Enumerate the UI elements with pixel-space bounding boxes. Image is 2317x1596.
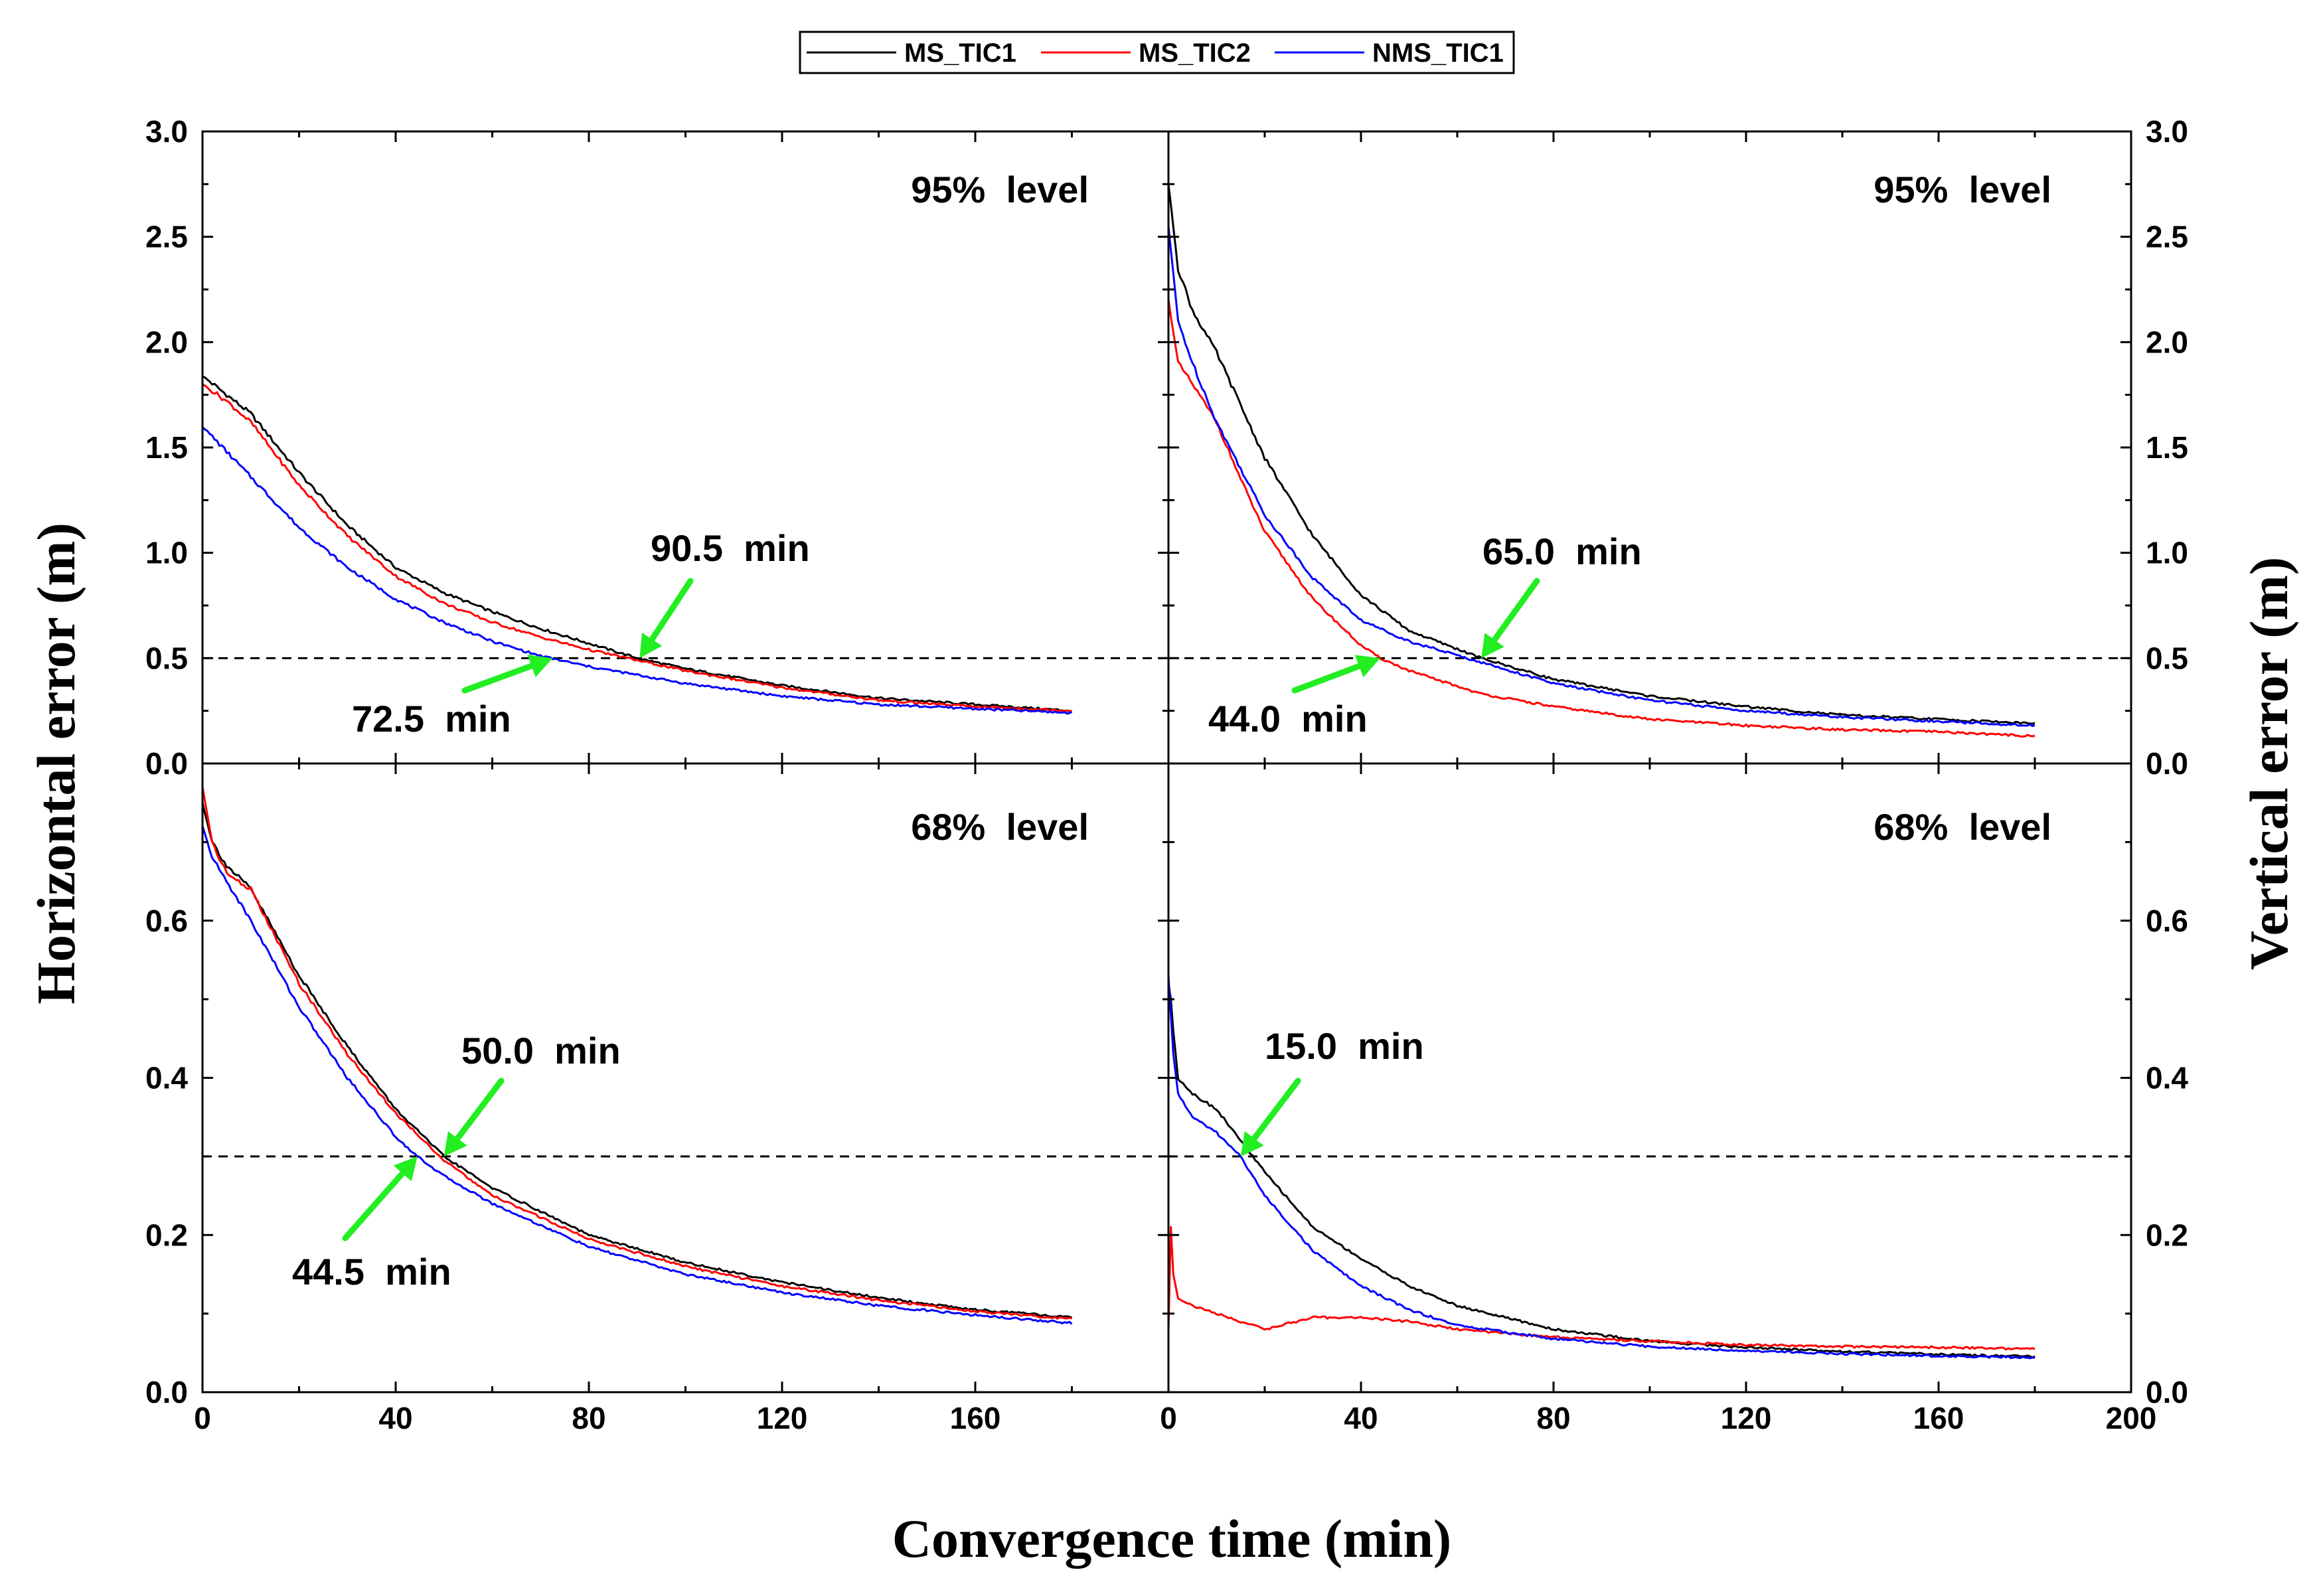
y-tick-label-left: 0.5 xyxy=(145,641,188,675)
x-tick-label: 0 xyxy=(194,1401,211,1435)
y-tick-label-right: 3.0 xyxy=(2146,114,2188,149)
panel-label: 68% level xyxy=(1874,806,2051,848)
y-tick-label-left: 1.5 xyxy=(145,430,188,465)
y-tick-label-right: 1.0 xyxy=(2146,536,2188,570)
panel-horizontal-95: 95% level xyxy=(201,169,1168,715)
annotation-arrow-shaft xyxy=(1491,578,1540,643)
y-tick-label-right: 1.5 xyxy=(2146,430,2188,465)
series-line-ms-tic1 xyxy=(1167,184,2036,725)
annotation-label: 15.0 min xyxy=(1265,1025,1424,1067)
y-tick-label-left: 2.5 xyxy=(145,220,188,254)
x-tick-label: 0 xyxy=(1160,1401,1177,1435)
legend-label-nms-tic1: NMS_TIC1 xyxy=(1372,39,1504,68)
annotation-label: 65.0 min xyxy=(1482,530,1642,572)
annotation-label: 44.5 min xyxy=(292,1251,451,1293)
annotation-arrow-head xyxy=(527,655,553,677)
series-line-nms-tic1 xyxy=(1167,226,2036,728)
panel-vertical-95: 95% level xyxy=(1167,169,2131,738)
series-line-nms-tic1 xyxy=(1167,975,2036,1360)
annotations: 90.5 min 72.5 min 65.0 min 44.0 min 50.0 min… xyxy=(292,527,1642,1293)
series-line-nms-tic1 xyxy=(201,825,1073,1325)
x-axis-title: Convergence time (min) xyxy=(892,1508,1452,1569)
legend-label-ms-tic1: MS_TIC1 xyxy=(904,39,1016,68)
series-line-ms-tic2 xyxy=(1167,1226,2036,1351)
y-tick-label-left: 0.4 xyxy=(145,1061,188,1095)
annotation-arrow-shaft xyxy=(649,578,694,643)
panel-label: 68% level xyxy=(911,806,1089,848)
x-tick-label: 40 xyxy=(378,1401,412,1435)
x-tick-label: 160 xyxy=(1913,1401,1964,1435)
y-axis-title-left: Horizontal error (m) xyxy=(26,522,86,1004)
y-tick-label-right: 0.2 xyxy=(2146,1218,2188,1252)
y-tick-label-right: 0.6 xyxy=(2146,904,2188,938)
x-tick-label: 80 xyxy=(1536,1401,1570,1435)
annotation-arrow-shaft xyxy=(342,1170,406,1241)
y-tick-label-right: 2.0 xyxy=(2146,325,2188,359)
series-line-ms-tic2 xyxy=(202,383,1072,713)
y-tick-label-left: 1.0 xyxy=(145,536,188,570)
legend: MS_TIC1 MS_TIC2 NMS_TIC1 xyxy=(799,31,1515,74)
annotation-arrow-shaft xyxy=(454,1077,505,1142)
annotation-arrow-shaft xyxy=(1251,1077,1301,1142)
x-tick-label: 40 xyxy=(1344,1401,1378,1435)
series-line-nms-tic1 xyxy=(201,426,1073,715)
y-axis-title-right: Vertical error (m) xyxy=(2239,557,2299,970)
panel-label: 95% level xyxy=(1874,169,2051,210)
series-line-ms-tic1 xyxy=(201,802,1072,1318)
y-tick-label-right: 0.4 xyxy=(2146,1061,2188,1095)
panel-horizontal-68: 68% level xyxy=(201,786,1168,1325)
x-tick-label: 160 xyxy=(950,1401,1001,1435)
annotation-label: 90.5 min xyxy=(651,527,810,569)
annotation-arrow-shaft xyxy=(461,663,535,694)
annotation-arrow-head xyxy=(443,1131,467,1157)
panel-vertical-68: 68% level xyxy=(1167,806,2131,1360)
x-tick-label: 120 xyxy=(1721,1401,1772,1435)
annotation-arrow-head xyxy=(639,633,663,659)
annotation-arrow-shaft xyxy=(1291,663,1362,694)
annotation-label: 50.0 min xyxy=(461,1030,621,1072)
annotation-arrow-head xyxy=(1354,655,1380,678)
series-line-ms-tic2 xyxy=(1167,299,2036,738)
y-tick-label-left: 0.2 xyxy=(145,1218,188,1252)
annotation-arrow-head xyxy=(1481,633,1504,659)
y-tick-label-left: 0.6 xyxy=(145,904,188,938)
y-tick-label-left: 3.0 xyxy=(145,114,188,149)
series-line-ms-tic1 xyxy=(1167,983,2036,1359)
x-tick-label: 200 xyxy=(2106,1401,2157,1435)
legend-label-ms-tic2: MS_TIC2 xyxy=(1139,39,1251,68)
annotation-label: 72.5 min xyxy=(352,698,511,740)
annotation-label: 44.0 min xyxy=(1208,698,1368,740)
y-tick-label-right: 0.0 xyxy=(2146,1375,2188,1409)
x-tick-label: 80 xyxy=(572,1401,605,1435)
panel-label: 95% level xyxy=(911,169,1089,210)
annotation-arrow-head xyxy=(393,1156,418,1182)
x-tick-label: 120 xyxy=(757,1401,808,1435)
annotation-arrow-head xyxy=(1240,1131,1264,1157)
y-tick-label-left: 2.0 xyxy=(145,325,188,359)
y-tick-label-left: 0.0 xyxy=(145,746,188,781)
y-tick-label-right: 0.5 xyxy=(2146,641,2188,675)
legend-box xyxy=(799,31,1515,74)
y-tick-label-right: 0.0 xyxy=(2146,746,2188,781)
y-tick-label-right: 2.5 xyxy=(2146,220,2188,254)
series-line-ms-tic2 xyxy=(201,786,1072,1320)
y-tick-label-left: 0.0 xyxy=(145,1375,188,1409)
